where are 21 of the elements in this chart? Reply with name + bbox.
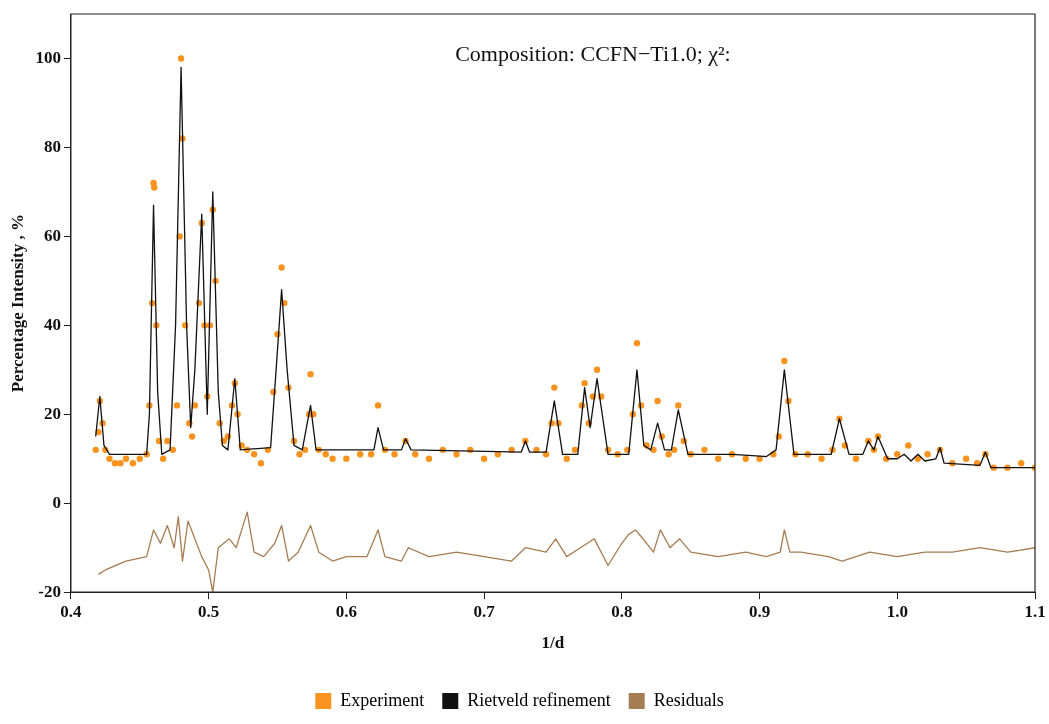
y-tick-label: 60 xyxy=(43,225,61,245)
x-tick-label: 0.6 xyxy=(335,601,357,621)
x-tick-label: 1.0 xyxy=(886,601,908,621)
x-tick-label: 0.5 xyxy=(198,601,220,621)
legend-label: Rietveld refinement xyxy=(467,689,611,710)
y-tick-label: -20 xyxy=(38,581,61,601)
x-tick-label: 0.9 xyxy=(748,601,771,621)
legend-label: Experiment xyxy=(340,689,425,710)
x-tick-label: 0.8 xyxy=(611,601,633,621)
legend-label: Residuals xyxy=(653,689,724,710)
y-tick-label: 0 xyxy=(52,492,61,512)
x-tick-label: 1.1 xyxy=(1024,601,1046,621)
y-tick-label: 100 xyxy=(35,47,61,67)
x-axis-title: 1/d xyxy=(541,633,565,653)
y-axis-title: Percentage Intensity , % xyxy=(7,214,27,393)
x-tick-label: 0.7 xyxy=(473,601,496,621)
y-tick-label: 40 xyxy=(43,314,61,334)
y-tick-label: 80 xyxy=(43,136,61,156)
y-tick-label: 20 xyxy=(43,403,61,423)
x-tick-label: 0.4 xyxy=(60,601,83,621)
text: Composition: CCFN−Ti1.0; χ²: xyxy=(455,40,731,66)
